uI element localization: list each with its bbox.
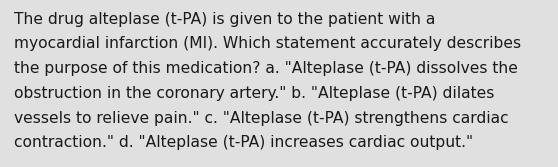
Text: obstruction in the coronary artery." b. "Alteplase (t-PA) dilates: obstruction in the coronary artery." b. … (14, 86, 494, 101)
Text: myocardial infarction (MI). Which statement accurately describes: myocardial infarction (MI). Which statem… (14, 36, 521, 51)
Text: the purpose of this medication? a. "Alteplase (t-PA) dissolves the: the purpose of this medication? a. "Alte… (14, 61, 518, 76)
Text: contraction." d. "Alteplase (t-PA) increases cardiac output.": contraction." d. "Alteplase (t-PA) incre… (14, 135, 473, 150)
Text: vessels to relieve pain." c. "Alteplase (t-PA) strengthens cardiac: vessels to relieve pain." c. "Alteplase … (14, 111, 508, 126)
Text: The drug alteplase (t-PA) is given to the patient with a: The drug alteplase (t-PA) is given to th… (14, 12, 435, 27)
